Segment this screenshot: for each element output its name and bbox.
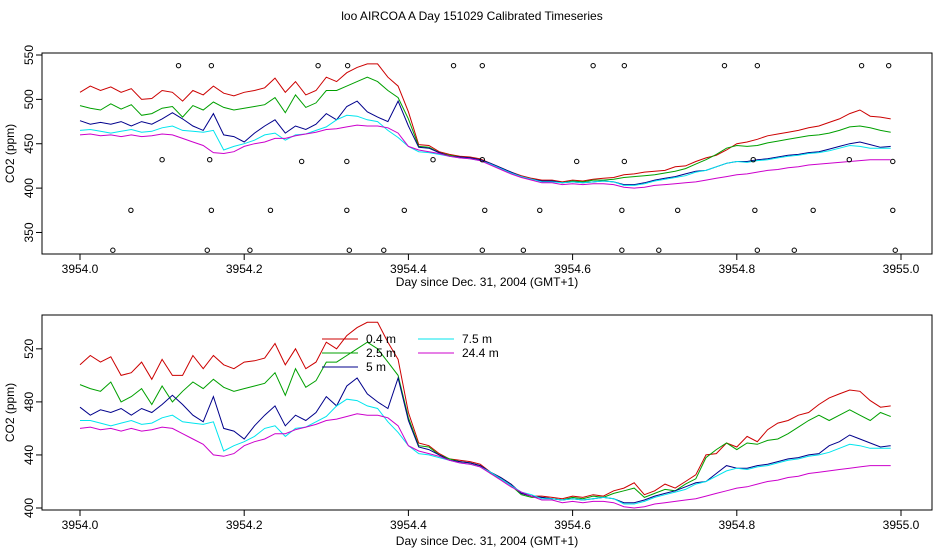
scatter-point [721, 62, 728, 69]
y-tick-label: 520 [22, 339, 36, 359]
x-tick-label: 3954.6 [554, 518, 591, 532]
scatter-point [619, 207, 625, 213]
scatter-point [846, 157, 852, 163]
series-line-3 [79, 376, 891, 504]
top-panel: 3954.0 3954.2 3954.4 3954.6 3954.8 3955.0 350 4… [3, 45, 933, 289]
y-tick-label: 450 [22, 133, 36, 153]
scatter-point [450, 62, 457, 69]
scatter-point [110, 247, 116, 253]
scatter-point [892, 247, 898, 253]
scatter-point [401, 207, 407, 213]
scatter-point [298, 158, 305, 165]
scatter-point [208, 207, 215, 213]
plot-area [79, 62, 898, 253]
bottom-panel: 3954.0 3954.2 3954.4 3954.6 3954.8 3955.0 400 4… [3, 314, 933, 548]
scatter-point [207, 157, 213, 163]
x-tick-label: 3954.2 [226, 262, 263, 276]
legend-label: 7.5 m [462, 332, 492, 346]
scatter-point [346, 247, 352, 253]
x-tick-label: 3954.8 [718, 518, 755, 532]
scatter-point [574, 158, 580, 165]
scatter-point [858, 62, 865, 69]
y-tick-label: 480 [22, 392, 36, 412]
x-tick-label: 3954.8 [718, 262, 755, 276]
x-axis-label: Day since Dec. 31, 2004 (GMT+1) [396, 275, 578, 289]
scatter-point [344, 158, 350, 165]
legend-label: 5 m [366, 360, 386, 374]
scatter-point [479, 247, 485, 253]
series-line-5 [79, 413, 891, 509]
scatter-point [208, 62, 215, 69]
scatter-point [885, 62, 892, 69]
chart-title: loo AIRCOA A Day 151029 Calibrated Times… [341, 9, 602, 23]
series-line-1 [79, 321, 891, 500]
x-tick-label: 3955.0 [883, 262, 920, 276]
y-axis-label: CO2 (ppm) [3, 383, 17, 442]
y-tick-label: 440 [22, 445, 36, 465]
x-tick-label: 3954.2 [226, 518, 263, 532]
scatter-point [204, 247, 210, 253]
y-tick-label: 550 [22, 45, 36, 65]
scatter-point [621, 62, 628, 69]
scatter-point [674, 207, 681, 213]
legend-label: 24.4 m [462, 346, 499, 360]
scatter-point [128, 207, 134, 213]
scatter-point [890, 158, 896, 165]
scatter-point [810, 207, 816, 213]
scatter-point [754, 247, 761, 253]
scatter-point [315, 62, 321, 69]
scatter-point [890, 207, 896, 213]
x-tick-label: 3954.0 [62, 262, 99, 276]
legend-label: 0.4 m [366, 332, 396, 346]
plot-frame [41, 314, 933, 511]
x-tick-label: 3954.6 [554, 262, 591, 276]
x-tick-label: 3954.4 [390, 518, 427, 532]
series-line-1 [79, 63, 891, 183]
scatter-point [482, 207, 488, 213]
y-tick-label: 350 [22, 222, 36, 242]
scatter-point [752, 207, 758, 213]
scatter-point [537, 207, 543, 213]
x-axis-label: Day since Dec. 31, 2004 (GMT+1) [396, 534, 578, 548]
x-tick-label: 3955.0 [883, 518, 920, 532]
x-tick-label: 3954.4 [390, 262, 427, 276]
scatter-point [754, 62, 761, 69]
y-axis-label: CO2 (ppm) [3, 124, 17, 183]
scatter-point [750, 157, 756, 163]
legend-label: 2.5 m [366, 346, 396, 360]
series-line-5 [79, 124, 891, 189]
scatter-point [656, 247, 662, 253]
scatter-point [159, 157, 165, 163]
scatter-point [479, 157, 485, 163]
scatter-point [267, 207, 274, 213]
x-tick-label: 3954.0 [62, 518, 99, 532]
scatter-point [175, 62, 182, 69]
scatter-point [344, 62, 351, 69]
series-line-4 [80, 398, 891, 505]
scatter-point [381, 247, 387, 253]
scatter-point [791, 247, 797, 253]
scatter-point [590, 62, 596, 69]
scatter-point [430, 157, 436, 163]
y-tick-label: 500 [22, 89, 36, 109]
y-tick-label: 400 [22, 178, 36, 198]
scatter-point [619, 247, 625, 253]
y-tick-label: 400 [22, 498, 36, 518]
scatter-point [247, 247, 253, 253]
plot-frame [41, 52, 933, 255]
scatter-point [520, 247, 527, 253]
plot-area [79, 321, 891, 509]
scatter-point [479, 62, 485, 69]
scatter-point [621, 158, 628, 165]
series-line-4 [79, 114, 891, 186]
scatter-point [344, 207, 350, 213]
